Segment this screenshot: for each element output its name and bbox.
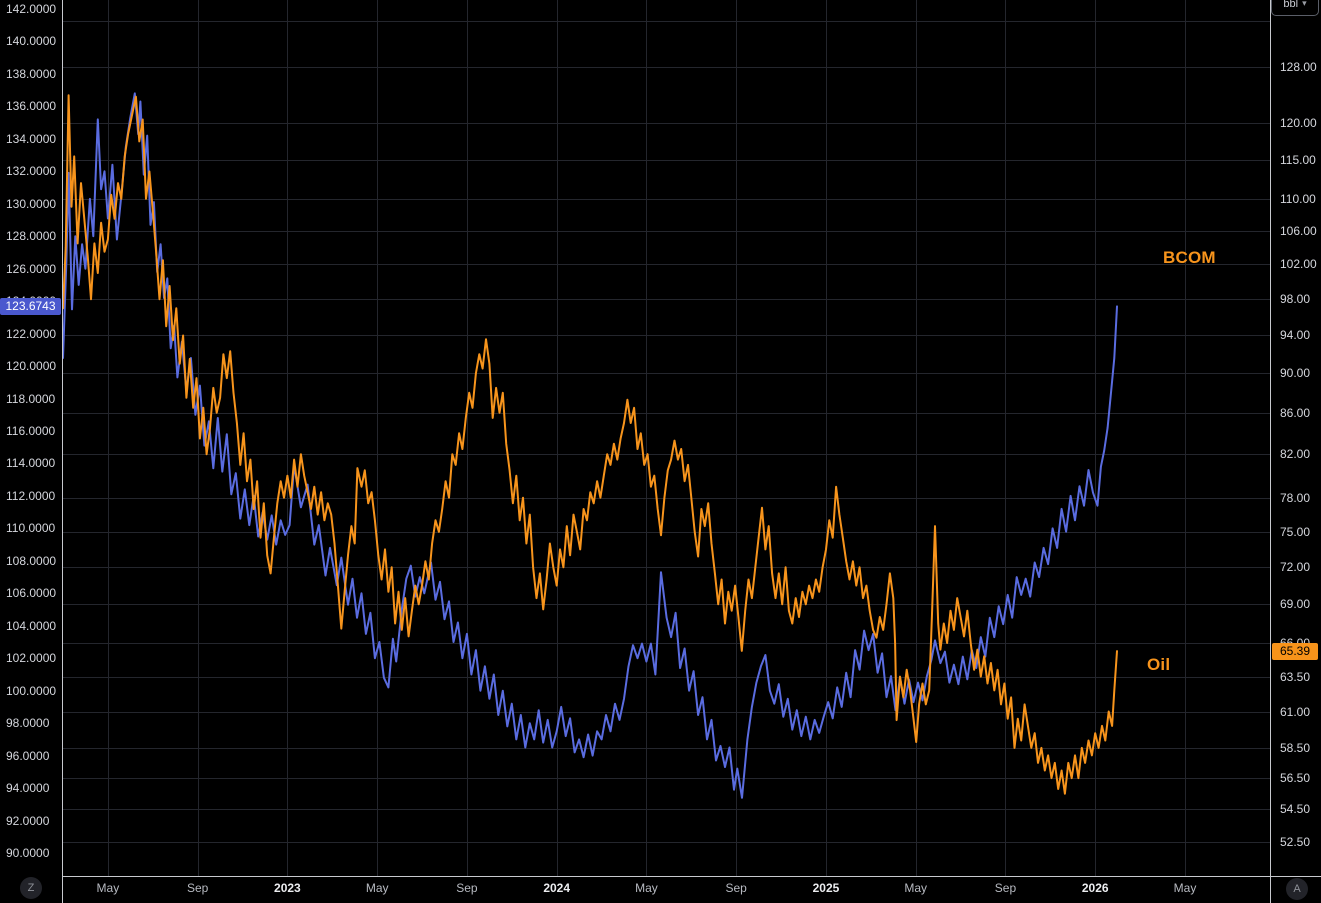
right-axis-label: 86.00 — [1280, 405, 1311, 420]
left-axis-label: 140.0000 — [6, 34, 57, 49]
left-axis-label: 128.0000 — [6, 229, 57, 244]
left-axis-label: 136.0000 — [6, 99, 57, 114]
left-axis-label: 122.0000 — [6, 326, 57, 341]
left-axis-separator — [62, 0, 63, 903]
right-axis-label: 106.00 — [1280, 223, 1317, 238]
bcom-text-annotation[interactable]: BCOM — [1163, 248, 1216, 267]
right-axis-separator — [1270, 0, 1271, 903]
right-axis-label: 63.50 — [1280, 669, 1311, 684]
left-axis-label: 108.0000 — [6, 553, 57, 568]
time-axis-year-label: 2024 — [543, 881, 571, 895]
left-axis-label: 106.0000 — [6, 586, 57, 601]
left-axis-label: 126.0000 — [6, 261, 57, 276]
right-axis-label: 75.00 — [1280, 524, 1311, 539]
right-axis-label: 69.00 — [1280, 597, 1311, 612]
time-axis-month-label: May — [1173, 881, 1197, 895]
time-axis-month-label: May — [365, 881, 389, 895]
unit-dropdown-label: bbl — [1283, 0, 1299, 10]
right-axis-label: 115.00 — [1280, 153, 1316, 168]
time-axis-year-label: 2026 — [1081, 881, 1109, 895]
chart-canvas[interactable] — [0, 0, 1270, 876]
left-axis-label: 132.0000 — [6, 164, 57, 179]
left-axis-label: 112.0000 — [6, 488, 56, 503]
time-axis-year-label: 2023 — [274, 881, 301, 895]
left-axis-label: 130.0000 — [6, 196, 57, 211]
left-axis-label: 120.0000 — [6, 359, 57, 374]
time-axis-month-label: Sep — [994, 881, 1017, 895]
left-axis-label: 118.0000 — [6, 391, 56, 406]
left-axis-label: 110.0000 — [6, 521, 56, 536]
right-axis-label: 120.00 — [1280, 116, 1317, 131]
right-axis-label: 82.00 — [1280, 447, 1311, 462]
right-axis-label: 54.50 — [1280, 802, 1311, 817]
left-axis-label: 96.0000 — [6, 748, 50, 763]
time-axis-month-label: Sep — [186, 881, 209, 895]
left-axis-label: 90.0000 — [6, 846, 50, 860]
left-axis-label: 142.0000 — [6, 2, 57, 16]
right-axis-label: 94.00 — [1280, 328, 1311, 343]
time-axis-month-label: May — [635, 881, 658, 895]
time-axis-month-label: May — [96, 881, 120, 895]
right-axis-label: 58.50 — [1280, 740, 1311, 755]
left-axis-label: 138.0000 — [6, 66, 57, 81]
timezone-button[interactable]: Z — [20, 877, 42, 899]
left-axis-label: 114.0000 — [6, 456, 56, 471]
chevron-down-icon: ▾ — [1302, 0, 1307, 8]
time-axis-separator — [63, 876, 1321, 877]
time-axis-month-label: Sep — [725, 881, 747, 895]
bcom-line-series[interactable] — [62, 92, 1118, 799]
left-axis-label: 100.0000 — [6, 683, 57, 698]
right-axis-label: 98.00 — [1280, 292, 1311, 307]
oil-last-price-badge: 65.39 — [1272, 642, 1318, 660]
bcom-last-price-badge: 123.6743 — [0, 297, 61, 315]
unit-dropdown[interactable]: bbl ▾ — [1271, 0, 1319, 16]
right-axis-label: 52.50 — [1280, 835, 1311, 849]
time-axis-month-label: May — [904, 881, 928, 895]
left-axis-label: 92.0000 — [6, 813, 50, 828]
right-axis-label: 61.00 — [1280, 704, 1311, 719]
left-axis-label: 104.0000 — [6, 618, 57, 633]
right-axis-label: 72.00 — [1280, 560, 1311, 575]
right-axis-label: 90.00 — [1280, 366, 1311, 381]
left-axis-label: 102.0000 — [6, 651, 57, 666]
left-axis-label: 94.0000 — [6, 781, 50, 796]
left-axis-label: 116.0000 — [6, 424, 56, 438]
right-axis-label: 78.00 — [1280, 490, 1311, 505]
oil-text-annotation[interactable]: Oil — [1147, 655, 1171, 674]
right-axis-label: 128.00 — [1280, 60, 1317, 74]
time-axis-month-label: Sep — [456, 881, 478, 895]
left-axis-label: 98.0000 — [6, 716, 50, 731]
right-axis-label: 102.00 — [1280, 257, 1317, 272]
right-axis-label: 56.50 — [1280, 771, 1311, 786]
right-axis-label: 110.00 — [1280, 191, 1316, 206]
time-axis-year-label: 2025 — [812, 881, 840, 895]
oil-line-series[interactable] — [62, 94, 1118, 795]
auto-scale-button[interactable]: A — [1286, 878, 1308, 900]
left-axis-label: 134.0000 — [6, 131, 57, 146]
